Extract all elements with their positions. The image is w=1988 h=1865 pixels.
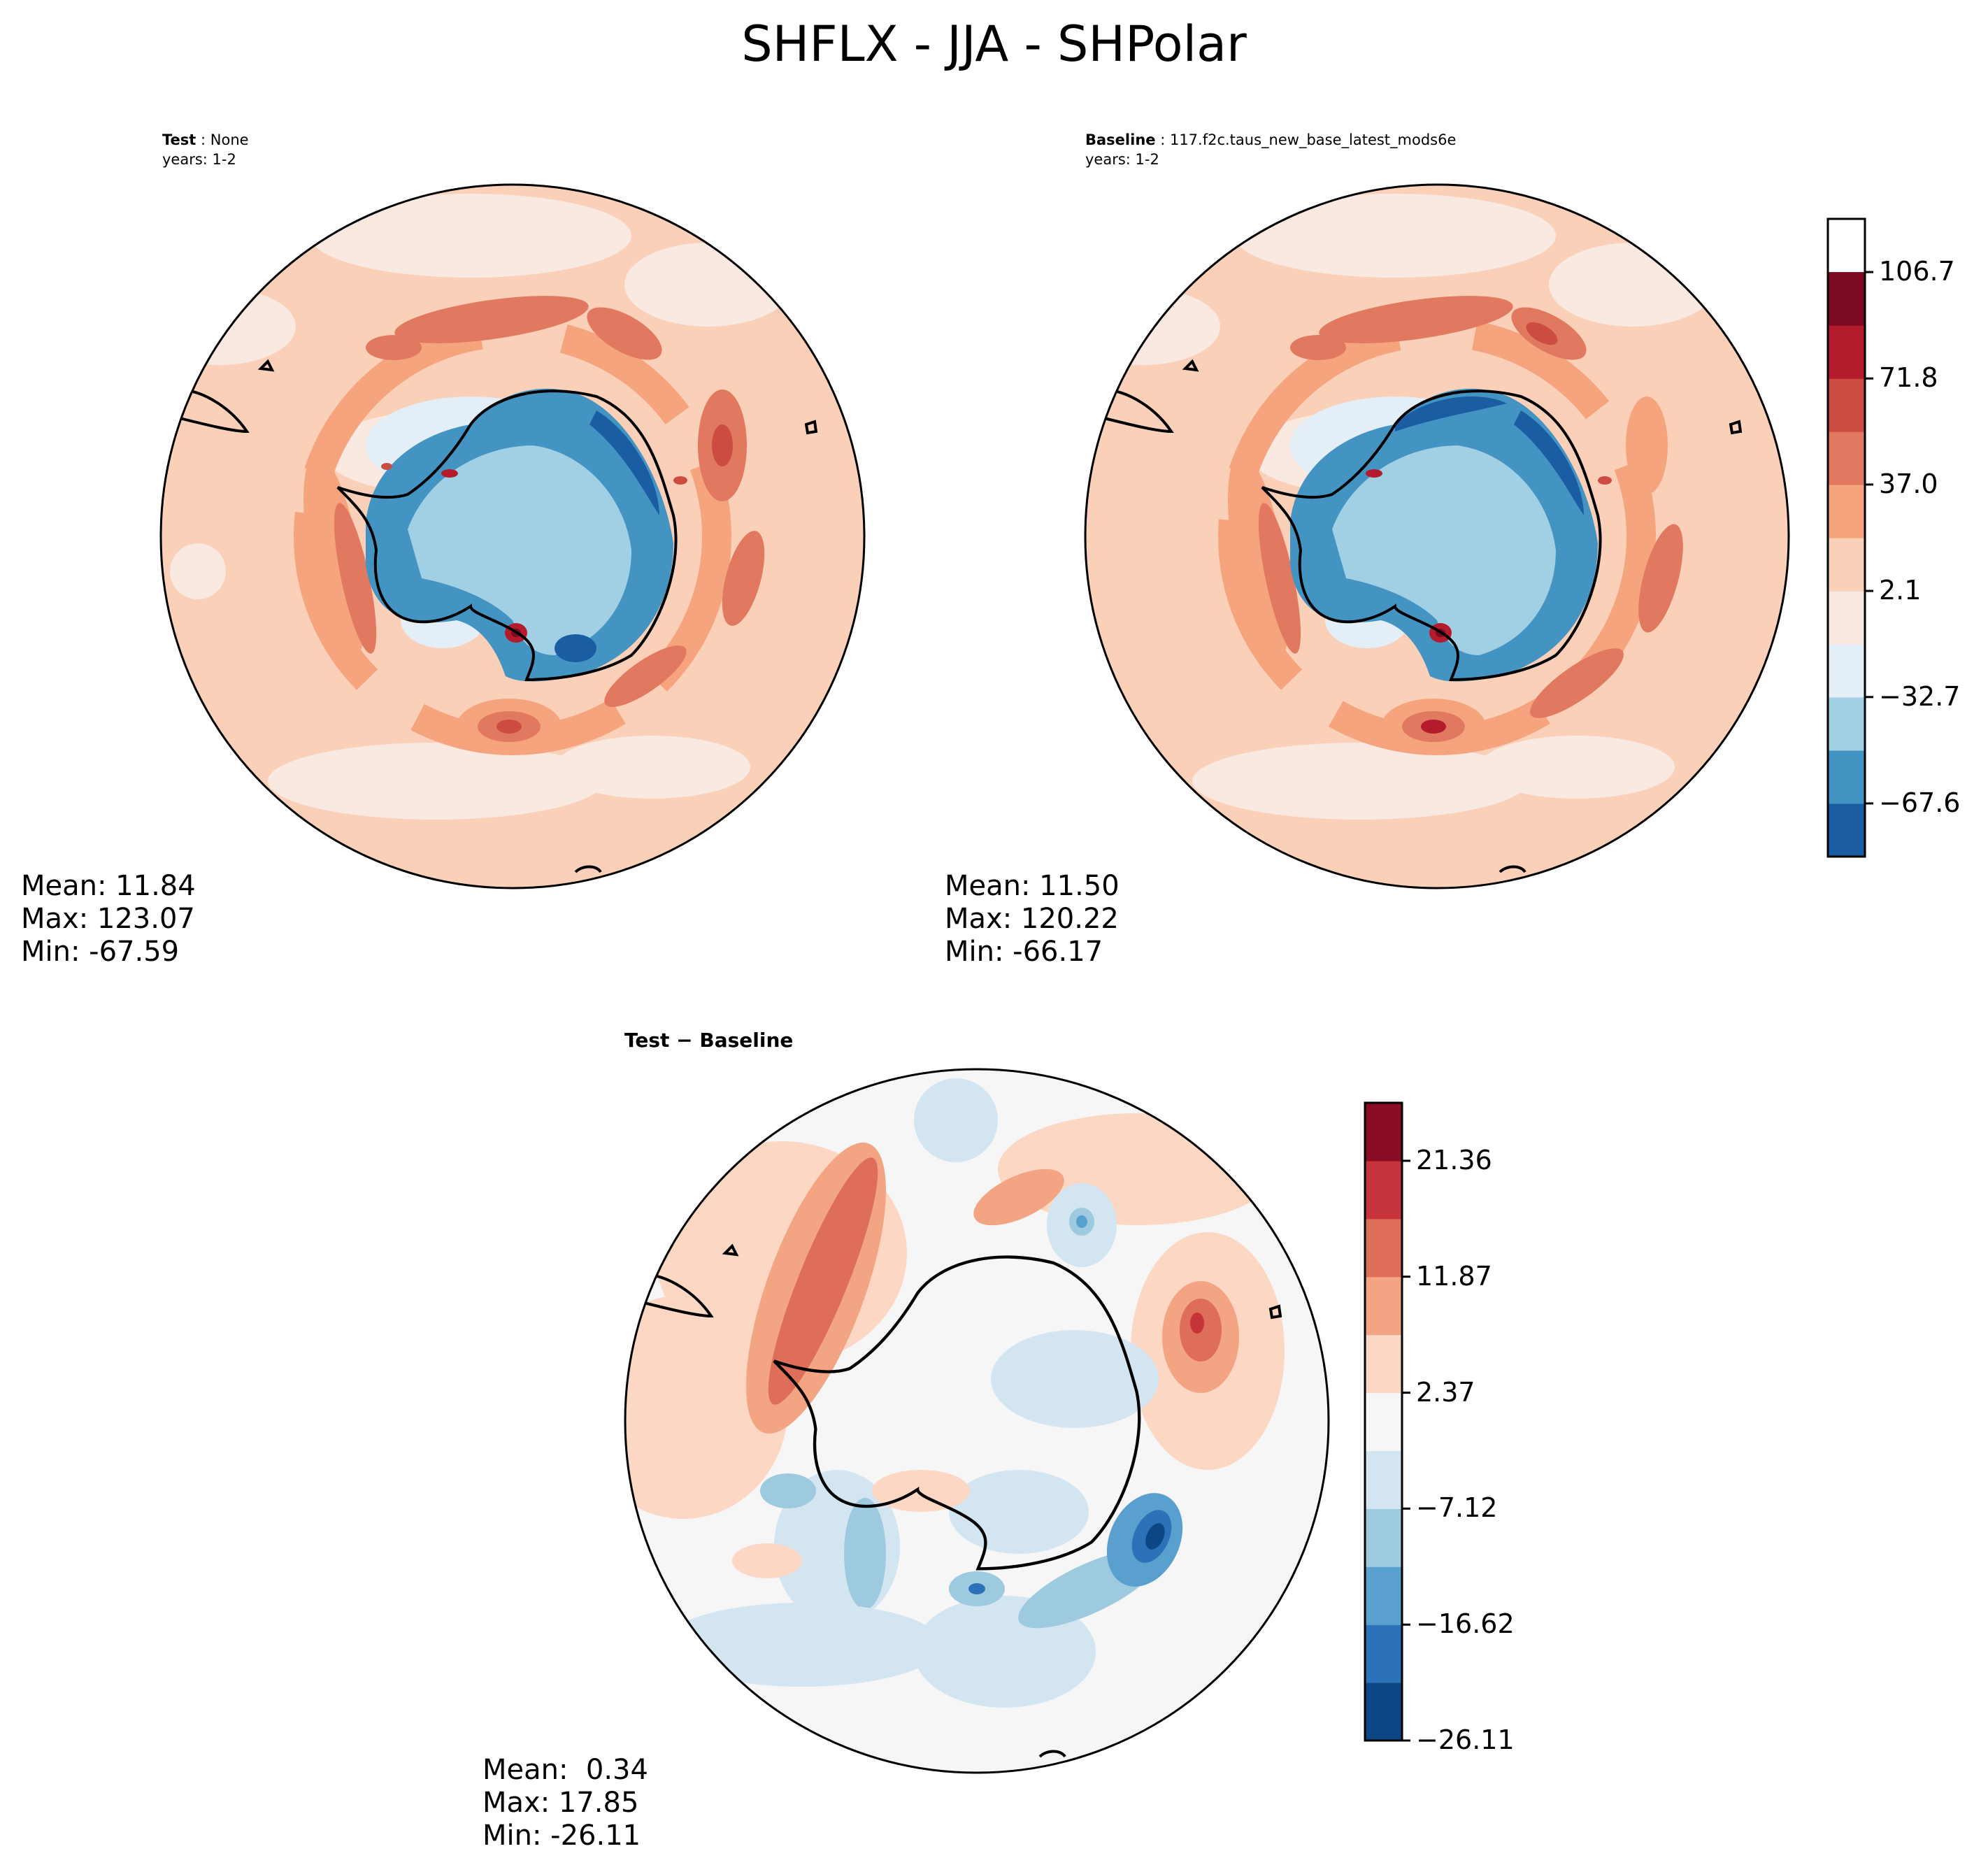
- baseline-stats: Mean: 11.50 Max: 120.22 Min: -66.17: [945, 870, 1120, 969]
- difference-mean: Mean: 0.34: [482, 1754, 648, 1786]
- difference-colorbar-segment: [1365, 1450, 1402, 1509]
- difference-colorbar-tick-label: −16.62: [1416, 1608, 1515, 1640]
- test-map: [159, 183, 866, 889]
- difference-panel-title: Test − Baseline: [624, 1031, 793, 1050]
- difference-colorbar-tick-label: 21.36: [1416, 1144, 1492, 1176]
- difference-colorbar-tick-label: −7.12: [1416, 1492, 1498, 1524]
- baseline-mean: Mean: 11.50: [945, 870, 1120, 902]
- difference-colorbar-segment: [1365, 1334, 1402, 1394]
- baseline-colorbar: [1826, 217, 1873, 858]
- baseline-title-bold: Baseline: [1085, 131, 1156, 148]
- difference-max: Max: 17.85: [482, 1787, 639, 1819]
- difference-colorbar-frame: [1364, 1101, 1403, 1742]
- baseline-colorbar-segment: [1828, 431, 1865, 485]
- difference-map: [624, 1068, 1330, 1774]
- test-panel-title: Test : None: [162, 133, 249, 148]
- baseline-colorbar-tick-label: 2.1: [1879, 575, 1922, 606]
- baseline-colorbar-tick-label: 106.7: [1879, 256, 1955, 287]
- difference-colorbar-tick-label: 2.37: [1416, 1376, 1475, 1408]
- baseline-title-sep: :: [1155, 131, 1170, 148]
- baseline-colorbar-segment: [1828, 696, 1865, 751]
- baseline-colorbar-tick-label: −67.6: [1879, 787, 1961, 818]
- baseline-colorbar-segment: [1828, 643, 1865, 698]
- difference-colorbar-segment: [1365, 1392, 1402, 1451]
- baseline-colorbar-tick-label: 71.8: [1879, 362, 1938, 394]
- test-stats: Mean: 11.84 Max: 123.07 Min: -67.59: [21, 870, 196, 969]
- baseline-panel-subtitle: years: 1-2: [1085, 151, 1159, 168]
- baseline-colorbar-tick-label: 37.0: [1879, 468, 1938, 499]
- difference-colorbar-segment: [1365, 1624, 1402, 1683]
- difference-title-bold: Test − Baseline: [624, 1029, 794, 1052]
- difference-colorbar-segment: [1365, 1103, 1402, 1162]
- figure-title: SHFLX - JJA - SHPolar: [741, 15, 1247, 73]
- baseline-colorbar-segment: [1828, 484, 1865, 538]
- baseline-title-text: 117.f2c.taus_new_base_latest_mods6e: [1169, 131, 1457, 148]
- difference-colorbar-segment: [1365, 1566, 1402, 1625]
- test-title-text: None: [210, 131, 249, 148]
- baseline-colorbar-segment: [1828, 803, 1865, 857]
- difference-min: Min: -26.11: [482, 1820, 641, 1852]
- difference-colorbar-segment: [1365, 1160, 1402, 1220]
- test-mean: Mean: 11.84: [21, 870, 196, 902]
- test-panel-subtitle: years: 1-2: [162, 151, 236, 168]
- difference-colorbar: [1364, 1101, 1410, 1742]
- difference-colorbar-segment: [1365, 1218, 1402, 1278]
- baseline-colorbar-segment: [1828, 591, 1865, 645]
- baseline-max: Max: 120.22: [945, 903, 1119, 935]
- baseline-panel-title: Baseline : 117.f2c.taus_new_base_latest_…: [1085, 133, 1456, 148]
- baseline-colorbar-segment: [1828, 750, 1865, 804]
- baseline-colorbar-segment: [1828, 378, 1865, 432]
- test-title-bold: Test: [162, 131, 196, 148]
- difference-colorbar-tick-label: 11.87: [1416, 1260, 1492, 1292]
- difference-colorbar-segment: [1365, 1682, 1402, 1741]
- baseline-colorbar-segment: [1828, 272, 1865, 326]
- baseline-map: [1084, 183, 1790, 889]
- baseline-min: Min: -66.17: [945, 936, 1103, 968]
- test-max: Max: 123.07: [21, 903, 195, 935]
- baseline-colorbar-segment: [1828, 538, 1865, 592]
- difference-stats: Mean: 0.34 Max: 17.85 Min: -26.11: [482, 1754, 648, 1852]
- test-min: Min: -67.59: [21, 936, 180, 968]
- difference-colorbar-segment: [1365, 1276, 1402, 1336]
- baseline-colorbar-frame: [1826, 217, 1866, 858]
- difference-colorbar-tick-label: −26.11: [1416, 1724, 1515, 1755]
- baseline-colorbar-segment: [1828, 325, 1865, 379]
- difference-colorbar-segment: [1365, 1508, 1402, 1567]
- test-title-sep: :: [196, 131, 210, 148]
- baseline-colorbar-tick-label: −32.7: [1879, 680, 1961, 712]
